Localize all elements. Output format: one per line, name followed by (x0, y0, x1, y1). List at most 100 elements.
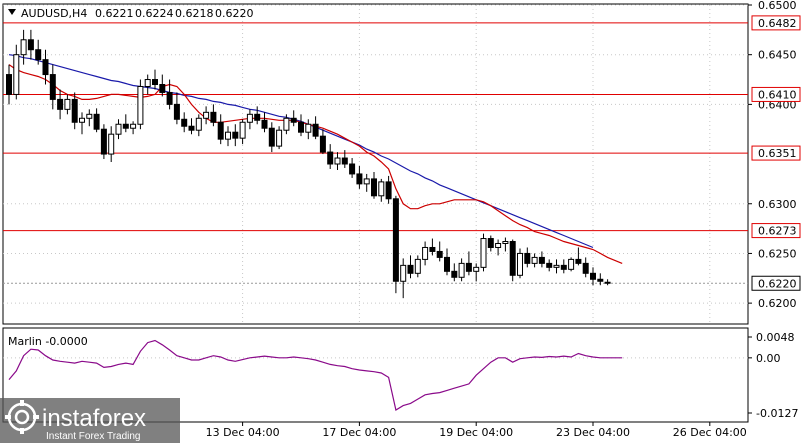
candle (239, 119, 246, 145)
price-tags: 0.6482 0.6410 0.6351 0.6273 0.6220 (751, 15, 801, 291)
candle-body (137, 85, 144, 125)
level-tag (751, 145, 801, 161)
candle-body (414, 258, 421, 274)
candle (414, 255, 421, 278)
candle-body (27, 39, 34, 51)
level-tag-label: 0.6273 (758, 225, 797, 238)
candle-body (86, 113, 93, 119)
candle-body (261, 119, 268, 129)
candle (319, 129, 326, 155)
candle-body (195, 117, 202, 131)
candle (64, 94, 71, 115)
candle-body (392, 198, 399, 282)
candle (568, 257, 575, 272)
candle-body (298, 121, 304, 133)
level-tag (751, 86, 801, 102)
candle (312, 116, 319, 140)
level-tag-label: 0.6482 (758, 17, 797, 30)
candle-body (173, 103, 180, 120)
candle (144, 74, 151, 95)
candle-body (203, 111, 210, 119)
candle-body (509, 241, 516, 276)
chart-header: AUDUSD,H4 0.6221 0.6224 0.6218 0.6220 (8, 7, 254, 20)
candle-body (20, 39, 27, 56)
logo-mark-icon (5, 400, 39, 434)
candle (429, 238, 436, 256)
candle-body (254, 113, 261, 121)
candle (422, 241, 429, 266)
candle (495, 239, 502, 256)
candle (195, 114, 202, 137)
candle-body (604, 281, 611, 284)
dropdown-triangle-icon[interactable] (8, 9, 16, 15)
candle (35, 39, 42, 65)
candle-body (217, 121, 224, 140)
candle (27, 29, 34, 60)
candle (115, 119, 122, 140)
candle (246, 109, 253, 130)
candle-body (108, 133, 115, 155)
candle (210, 104, 217, 127)
candle-body (444, 256, 450, 272)
candle (166, 79, 173, 110)
candle-body (371, 178, 377, 197)
candle (407, 255, 414, 279)
x-tick-label: 13 Dec 04:00 (206, 426, 280, 439)
main-plot-frame (2, 3, 749, 325)
oscillator-line (8, 339, 623, 411)
candle (487, 235, 494, 252)
candle-body (6, 74, 12, 95)
instaforex-logo: instaforex Instant Forex Trading (0, 398, 180, 443)
candle (283, 114, 290, 135)
candle-body (188, 125, 195, 131)
symbol-label: AUDUSD,H4 (21, 7, 87, 20)
candle (181, 112, 188, 133)
candle-body (57, 98, 64, 110)
y-tick-label: 0.6250 (758, 247, 797, 260)
candle (363, 173, 370, 192)
osc-tick-label: 0.00 (756, 352, 781, 365)
candle-body (597, 278, 604, 282)
candle-body (480, 238, 487, 268)
candle-body (495, 243, 502, 248)
x-tick-label: 19 Dec 04:00 (439, 426, 513, 439)
candle-body (290, 117, 297, 123)
y-tick-label: 0.6450 (758, 49, 797, 62)
y-tick-label: 0.6500 (758, 0, 797, 12)
candlesticks (6, 29, 611, 299)
candle (436, 241, 443, 262)
level-tag (751, 15, 801, 31)
candle (122, 114, 129, 133)
candle-body (582, 262, 589, 274)
candle (42, 49, 49, 85)
candle-body (575, 258, 582, 264)
candle-body (429, 246, 436, 252)
candle-body (465, 262, 472, 272)
candle (100, 124, 107, 160)
candle-body (327, 151, 334, 165)
osc-tick-label: 0.0048 (756, 331, 795, 344)
candle (108, 126, 115, 163)
candle (356, 165, 363, 189)
candle-body (246, 113, 253, 123)
candle (590, 267, 596, 286)
candle-body (225, 131, 231, 140)
grid-lines (3, 4, 748, 323)
candle-body (341, 157, 348, 165)
candle-body (422, 246, 429, 260)
low-value: 0.6218 (175, 7, 214, 20)
candle-body (546, 262, 553, 268)
candle-body (152, 79, 158, 85)
candle (480, 233, 487, 272)
candle-body (458, 262, 465, 278)
candle (188, 118, 195, 135)
candle-body (210, 111, 217, 123)
candle (6, 64, 12, 105)
candle-body (144, 79, 151, 87)
candle-body (517, 252, 523, 276)
candle (538, 251, 545, 268)
oscillator-panel: 0.0048 0.00 -0.0127 (3, 331, 798, 420)
candle (276, 126, 283, 150)
candle-body (93, 113, 100, 130)
